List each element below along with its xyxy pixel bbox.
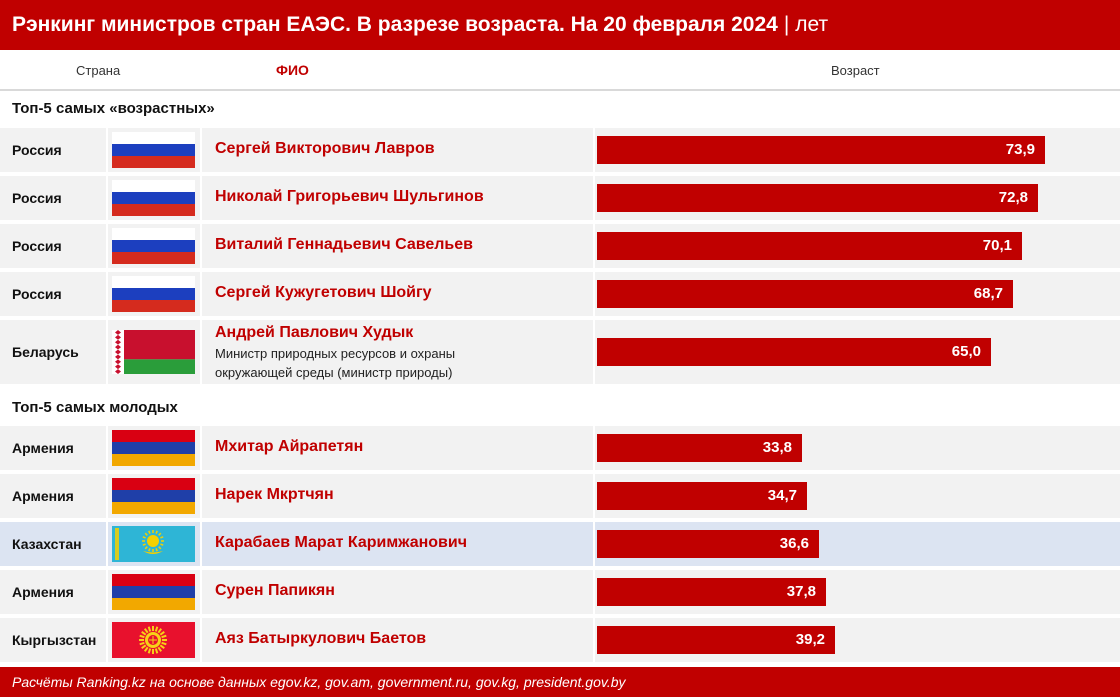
- minister-name: Мхитар Айрапетян: [215, 438, 364, 455]
- row-cell-background: [0, 426, 106, 470]
- header-divider: [0, 89, 1120, 91]
- russia-flag-icon: [112, 180, 195, 216]
- country-label: Армения: [12, 488, 74, 504]
- age-bar: 34,7: [597, 482, 807, 510]
- chart-row: Армения Мхитар Айрапетян 33,8: [0, 426, 1120, 470]
- source-note: Расчёты Ranking.kz на основе данных egov…: [12, 674, 626, 690]
- chart-row: Кыргызстан Аяз Батыркулович Баетов 39,2: [0, 618, 1120, 662]
- row-cell-background: [202, 176, 593, 220]
- age-value-label: 73,9: [1005, 141, 1035, 158]
- footer: Расчёты Ranking.kz на основе данных egov…: [0, 667, 1120, 697]
- country-label: Кыргызстан: [12, 632, 97, 648]
- chart-row: Россия Сергей Кужугетович Шойгу 68,7: [0, 272, 1120, 316]
- kyrgyzstan-flag-icon: [112, 622, 195, 658]
- age-bar: 39,2: [597, 626, 835, 654]
- age-bar: 65,0: [597, 338, 991, 366]
- title-unit: лет: [795, 13, 829, 36]
- section-title: Топ-5 самых «возрастных»: [12, 100, 215, 117]
- minister-name: Виталий Геннадьевич Савельев: [215, 236, 473, 253]
- russia-flag-icon: [112, 276, 195, 312]
- armenia-flag-icon: [112, 478, 195, 514]
- row-cell-background: [202, 128, 593, 172]
- minister-name: Андрей Павлович Худык: [215, 324, 414, 341]
- chart-title: Рэнкинг министров стран ЕАЭС. В разрезе …: [12, 13, 828, 37]
- age-value-label: 33,8: [762, 439, 792, 456]
- minister-name: Аяз Батыркулович Баетов: [215, 630, 427, 647]
- age-value-label: 72,8: [998, 189, 1028, 206]
- country-label: Россия: [12, 238, 62, 254]
- row-cell-background: [0, 176, 106, 220]
- age-value-label: 65,0: [951, 343, 981, 360]
- chart-title-main: Рэнкинг министров стран ЕАЭС. В разрезе …: [12, 13, 778, 36]
- minister-name: Сурен Папикян: [215, 582, 335, 599]
- minister-position: окружающей среды (министр природы): [215, 365, 453, 380]
- country-label: Россия: [12, 142, 62, 158]
- kazakhstan-flag-icon: [112, 526, 195, 562]
- minister-name: Николай Григорьевич Шульгинов: [215, 188, 484, 205]
- country-label: Армения: [12, 440, 74, 456]
- armenia-flag-icon: [112, 430, 195, 466]
- age-bar: 68,7: [597, 280, 1013, 308]
- section-title: Топ-5 самых молодых: [12, 399, 178, 416]
- country-label: Казахстан: [12, 536, 82, 552]
- armenia-flag-icon: [112, 574, 195, 610]
- minister-name: Сергей Викторович Лавров: [215, 140, 435, 157]
- age-value-label: 70,1: [982, 237, 1012, 254]
- age-bar: 37,8: [597, 578, 826, 606]
- age-bar: 36,6: [597, 530, 819, 558]
- row-cell-background: [202, 570, 593, 614]
- age-value-label: 39,2: [795, 631, 825, 648]
- row-cell-background: [0, 272, 106, 316]
- chart-row: Россия Виталий Геннадьевич Савельев 70,1: [0, 224, 1120, 268]
- row-cell-background: [202, 224, 593, 268]
- country-label: Россия: [12, 286, 62, 302]
- row-cell-background: [0, 128, 106, 172]
- column-header-name: ФИО: [276, 62, 309, 78]
- minister-position: Министр природных ресурсов и охраны: [215, 346, 456, 361]
- chart-row: Россия Николай Григорьевич Шульгинов 72,8: [0, 176, 1120, 220]
- chart-row: Беларусь Андрей Павлович Худык Министр при…: [0, 320, 1120, 384]
- country-label: Беларусь: [12, 344, 79, 360]
- minister-name: Сергей Кужугетович Шойгу: [215, 284, 432, 301]
- age-value-label: 36,6: [779, 535, 809, 552]
- age-value-label: 34,7: [767, 487, 797, 504]
- title-bar: Рэнкинг министров стран ЕАЭС. В разрезе …: [0, 0, 1120, 50]
- chart-row: Россия Сергей Викторович Лавров 73,9: [0, 128, 1120, 172]
- russia-flag-icon: [112, 228, 195, 264]
- row-cell-background: [0, 474, 106, 518]
- age-bar: 33,8: [597, 434, 802, 462]
- chart-row: Армения Сурен Папикян 37,8: [0, 570, 1120, 614]
- row-cell-background: [202, 522, 593, 566]
- column-header-country: Страна: [76, 63, 121, 78]
- row-cell-background: [202, 618, 593, 662]
- column-header-age: Возраст: [831, 63, 880, 78]
- age-value-label: 68,7: [973, 285, 1003, 302]
- row-cell-background: [0, 570, 106, 614]
- row-cell-background: [202, 272, 593, 316]
- row-cell-background: [202, 426, 593, 470]
- country-label: Россия: [12, 190, 62, 206]
- row-cell-background: [0, 522, 106, 566]
- minister-name: Карабаев Марат Каримжанович: [215, 534, 468, 551]
- belarus-flag-icon: [112, 330, 195, 374]
- age-bar: 70,1: [597, 232, 1022, 260]
- country-label: Армения: [12, 584, 74, 600]
- row-cell-background: [0, 320, 106, 384]
- chart-row: Казахстан Карабаев Марат Каримжанович 36,6: [0, 522, 1120, 566]
- age-bar: 73,9: [597, 136, 1045, 164]
- age-value-label: 37,8: [786, 583, 816, 600]
- row-cell-background: [202, 474, 593, 518]
- minister-name: Нарек Мкртчян: [215, 486, 334, 503]
- title-separator: |: [783, 13, 790, 36]
- row-cell-background: [202, 320, 593, 384]
- row-cell-background: [0, 618, 106, 662]
- row-cell-background: [0, 224, 106, 268]
- russia-flag-icon: [112, 132, 195, 168]
- chart-row: Армения Нарек Мкртчян 34,7: [0, 474, 1120, 518]
- age-bar: 72,8: [597, 184, 1038, 212]
